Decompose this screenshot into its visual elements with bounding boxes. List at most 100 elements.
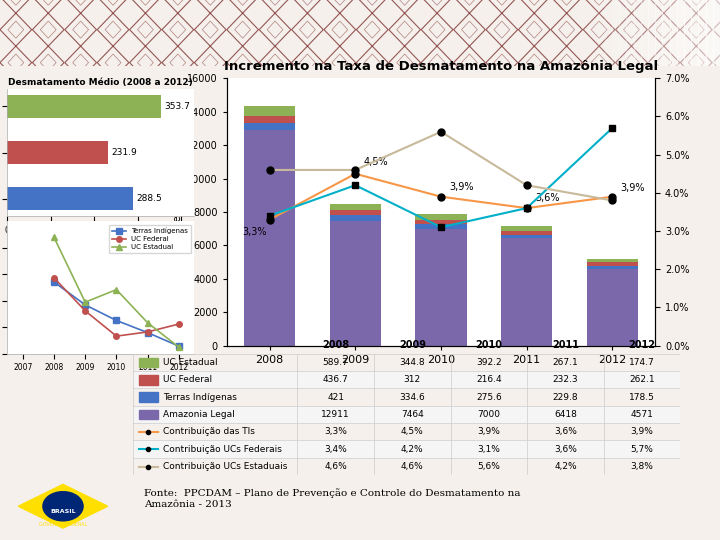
Text: BRASIL: BRASIL (50, 509, 76, 515)
Bar (7, 141, 108, 164)
Bar (330, 215, 381, 221)
Bar (7, 187, 132, 210)
Bar (7, 95, 161, 118)
Bar (139, 410, 158, 419)
Text: 4,5%: 4,5% (364, 158, 388, 167)
Bar (655, 0, 662, 66)
Terras Indígenas (174, 343, 183, 349)
Bar (583, 0, 590, 66)
Text: 6418: 6418 (554, 410, 577, 419)
Bar (576, 0, 583, 66)
Text: 4,6%: 4,6% (401, 462, 423, 471)
Line: Terras Indígenas: Terras Indígenas (51, 279, 181, 349)
Text: 421: 421 (327, 393, 344, 402)
UC Federal (50, 275, 58, 281)
UC Estadual (112, 286, 121, 293)
UC Federal (143, 329, 152, 335)
Text: 275.6: 275.6 (476, 393, 502, 402)
UC Estadual (81, 299, 89, 306)
Text: 4571: 4571 (631, 410, 654, 419)
Text: Amazonia Legal: Amazonia Legal (163, 410, 235, 419)
Text: 392.2: 392.2 (476, 358, 502, 367)
Text: 2008: 2008 (322, 340, 349, 350)
Bar (244, 130, 295, 346)
Bar (662, 0, 670, 66)
Text: 312: 312 (404, 375, 420, 384)
Text: 344.8: 344.8 (400, 358, 425, 367)
Bar (501, 226, 552, 231)
UC Estadual (174, 344, 183, 350)
Text: 3,9%: 3,9% (449, 182, 474, 192)
Bar (133, 441, 680, 458)
Text: 216.4: 216.4 (476, 375, 502, 384)
UC Estadual (143, 320, 152, 326)
UC Federal (174, 321, 183, 327)
Bar (677, 0, 684, 66)
Text: 232.3: 232.3 (553, 375, 578, 384)
Text: 3,4%: 3,4% (324, 444, 347, 454)
Text: 2012: 2012 (629, 340, 656, 350)
Bar (415, 224, 467, 228)
Bar (415, 228, 467, 346)
Text: 3,3%: 3,3% (242, 227, 266, 237)
Bar (612, 0, 619, 66)
Bar (587, 262, 638, 266)
Bar (670, 0, 677, 66)
Bar (415, 220, 467, 224)
Text: 174.7: 174.7 (629, 358, 655, 367)
Bar (330, 204, 381, 210)
Text: UC Estadual: UC Estadual (163, 358, 218, 367)
Bar (691, 0, 698, 66)
Bar (139, 393, 158, 402)
Text: 12911: 12911 (321, 410, 350, 419)
Text: 589.7: 589.7 (323, 358, 348, 367)
Bar (713, 0, 720, 66)
Bar (598, 0, 605, 66)
Text: Fonte:  PPCDAM – Plano de Prevenção e Controle do Desmatamento na
Amazônia - 201: Fonte: PPCDAM – Plano de Prevenção e Con… (144, 489, 521, 509)
Bar (133, 371, 680, 388)
Bar (587, 259, 638, 262)
Terras Indígenas (143, 329, 152, 336)
Legend: Terras Indígenas, UC Federal, UC Estadual: Terras Indígenas, UC Federal, UC Estadua… (109, 225, 191, 253)
Text: 3,1%: 3,1% (477, 444, 500, 454)
Text: Contribuição UCs Federais: Contribuição UCs Federais (163, 444, 282, 454)
Text: 7464: 7464 (401, 410, 423, 419)
Text: GOVERNO FEDERAL: GOVERNO FEDERAL (39, 522, 87, 528)
Text: 334.6: 334.6 (400, 393, 425, 402)
Bar (684, 0, 691, 66)
Text: 267.1: 267.1 (553, 358, 578, 367)
Text: 353.7: 353.7 (165, 102, 191, 111)
Bar (244, 106, 295, 116)
Text: 3,9%: 3,9% (621, 183, 645, 193)
Bar (330, 210, 381, 215)
Text: 2011: 2011 (552, 340, 579, 350)
Text: 5,6%: 5,6% (477, 462, 500, 471)
Bar (626, 0, 634, 66)
Text: 3,8%: 3,8% (631, 462, 654, 471)
Bar (501, 234, 552, 238)
Title: Desmatamento Médio (2008 a 2012): Desmatamento Médio (2008 a 2012) (9, 78, 193, 87)
Bar (587, 266, 638, 269)
Bar (139, 357, 158, 367)
Bar (605, 0, 612, 66)
Text: Terras Indígenas: Terras Indígenas (163, 393, 237, 402)
Text: 5,7%: 5,7% (631, 444, 654, 454)
Bar (133, 406, 680, 423)
Text: 178.5: 178.5 (629, 393, 655, 402)
Text: 4,5%: 4,5% (401, 427, 423, 436)
Terras Indígenas (81, 302, 89, 308)
Text: 7000: 7000 (477, 410, 500, 419)
Text: 4,2%: 4,2% (554, 462, 577, 471)
Bar (698, 0, 706, 66)
Bar (590, 0, 598, 66)
Terras Indígenas (50, 279, 58, 285)
Line: UC Federal: UC Federal (51, 275, 181, 339)
Text: 262.1: 262.1 (629, 375, 655, 384)
UC Federal (112, 333, 121, 339)
Text: 231.9: 231.9 (112, 148, 138, 157)
Text: Contribuição das TIs: Contribuição das TIs (163, 427, 255, 436)
Bar (619, 0, 626, 66)
UC Federal (81, 308, 89, 314)
Text: 229.8: 229.8 (553, 393, 578, 402)
Text: 288.5: 288.5 (136, 194, 162, 203)
